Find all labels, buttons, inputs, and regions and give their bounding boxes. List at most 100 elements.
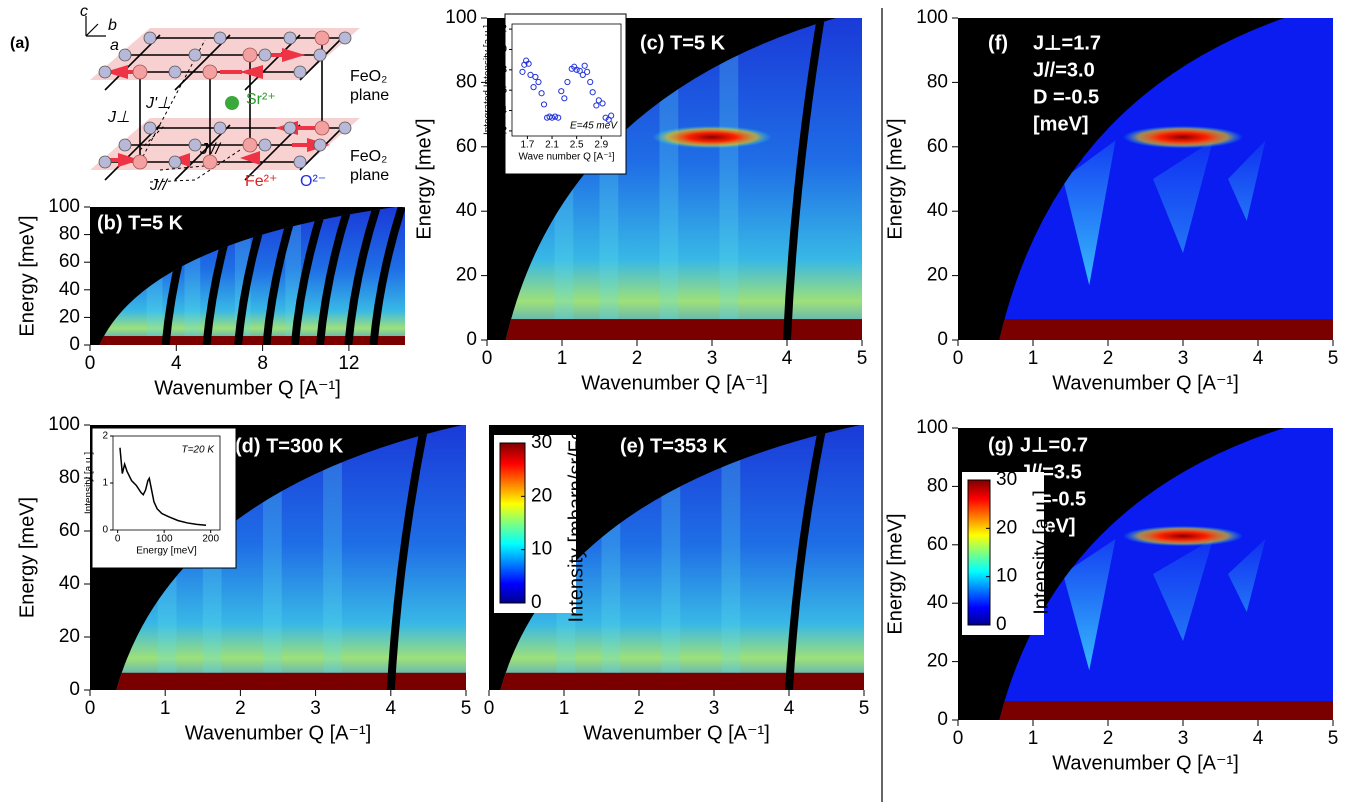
aluminium-line [344,207,381,345]
x-tick-label: 0 [85,353,96,374]
data-point [584,68,591,75]
plane-label: FeO₂ [350,68,387,85]
plane-label: plane [350,87,389,104]
dispersion-band [1063,538,1116,671]
colorbar-tick-label: 20 [996,517,1017,538]
y-tick-label: 0 [69,679,80,700]
x-tick-label: 12 [338,353,359,374]
y-tick-label: 12 [496,24,508,35]
x-tick-label: 2 [1103,728,1114,749]
coupling-label: J'⊥ [145,95,171,112]
x-axis-label: Wavenumber Q [A⁻¹] [581,372,768,394]
panel-title: (e) T=353 K [620,435,728,457]
data-point [535,78,542,86]
y-axis-label: Energy [meV] [884,513,906,634]
x-tick-label: 1 [559,698,570,719]
dispersion-band [1063,140,1116,286]
coupling-label: J⊥ [107,109,130,126]
x-axis-label: Wavenumber Q [A⁻¹] [154,377,341,399]
x-tick-label: 2 [1103,348,1114,369]
data-point [540,101,548,108]
y-tick-label: 40 [59,573,80,594]
aluminium-line [369,207,405,345]
dispersion-band [1153,140,1213,254]
inset-frame [91,427,237,569]
y-tick-label: 20 [59,306,80,327]
y-tick-label: 2 [102,431,108,442]
x-tick-label: 4 [1253,348,1264,369]
y-tick-label: 60 [927,136,948,157]
data-point [538,90,545,97]
data-point [548,114,556,121]
axis-name: a [110,37,119,54]
x-tick-label: 1 [1028,728,1039,749]
colorbar-tick-label: 30 [996,469,1017,490]
y-tick-label: 40 [927,592,948,613]
y-tick-label: 8 [501,64,507,75]
y-tick-label: 80 [927,71,948,92]
elastic-band [116,672,466,690]
data-point [593,102,600,109]
axes: 0 100 200 0 1 2 Energy [meV] Intensity [a.u.] [84,431,220,557]
y-tick-label: 20 [927,265,948,286]
x-tick-label: 3 [310,698,321,719]
x-tick-label: 0 [953,728,964,749]
spectrum-peak [1123,125,1243,149]
inset-annotation: E=45 meV [570,121,618,132]
plane-label: plane [350,167,389,184]
x-tick-label: 8 [257,353,268,374]
x-tick-label: 0 [115,534,121,545]
colorbar-tick-label: 10 [996,566,1017,587]
elastic-band [999,319,1333,340]
colorbar-tick-label: 30 [531,432,552,453]
y-axis-label: Intensity [a.u.] [84,452,95,514]
y-tick-label: 60 [927,534,948,555]
x-axis-label: Wave number Q [A⁻¹] [518,152,614,163]
data-point [561,95,568,102]
x-tick-label: 2.1 [545,140,559,151]
parameter-label: [meV] [1033,113,1089,135]
data-point [564,78,571,86]
spectrum-streak [721,425,741,690]
aluminium-line [783,18,825,340]
dispersion-band [1153,538,1213,642]
x-tick-label: 4 [784,698,795,719]
data-point [587,78,594,86]
x-axis-label: Energy [meV] [136,546,197,557]
colorbar-label: Intensity [a.u.] [1030,490,1052,615]
x-tick-label: 2.9 [594,140,608,151]
colorbar-tick-label: 0 [531,592,542,613]
y-tick-label: 0 [937,329,948,350]
y-tick-label: 40 [927,200,948,221]
plane-label: FeO₂ [350,148,387,165]
y-tick-label: 2 [501,126,507,137]
data-point [532,73,539,81]
data-line [119,447,207,527]
inset-frame [504,13,627,175]
data-point [599,100,606,107]
y-tick-label: 0 [937,709,948,730]
colorbar-tick-label: 0 [996,614,1007,635]
coupling-label: J'// [199,141,222,158]
aluminium-line [785,425,827,690]
inset-plot [511,23,622,137]
data-point [595,97,602,104]
x-axis-label: Wavenumber Q [A⁻¹] [185,722,372,744]
y-tick-label: 100 [916,7,948,28]
colorbar [499,442,526,604]
spectrum-streak [719,18,739,340]
parameter-label: D =-0.5 [1033,86,1099,108]
y-tick-label: 100 [916,417,948,438]
colorbar-tick-label: 10 [531,539,552,560]
elastic-band [99,336,405,345]
data-point [608,112,615,119]
y-tick-label: 80 [456,71,477,92]
panel-title: (b) T=5 K [97,212,184,234]
data-point [558,88,565,95]
x-tick-label: 1 [1028,348,1039,369]
x-tick-label: 4 [171,353,182,374]
panel-label: (a) [10,35,30,52]
x-tick-label: 2 [632,348,643,369]
